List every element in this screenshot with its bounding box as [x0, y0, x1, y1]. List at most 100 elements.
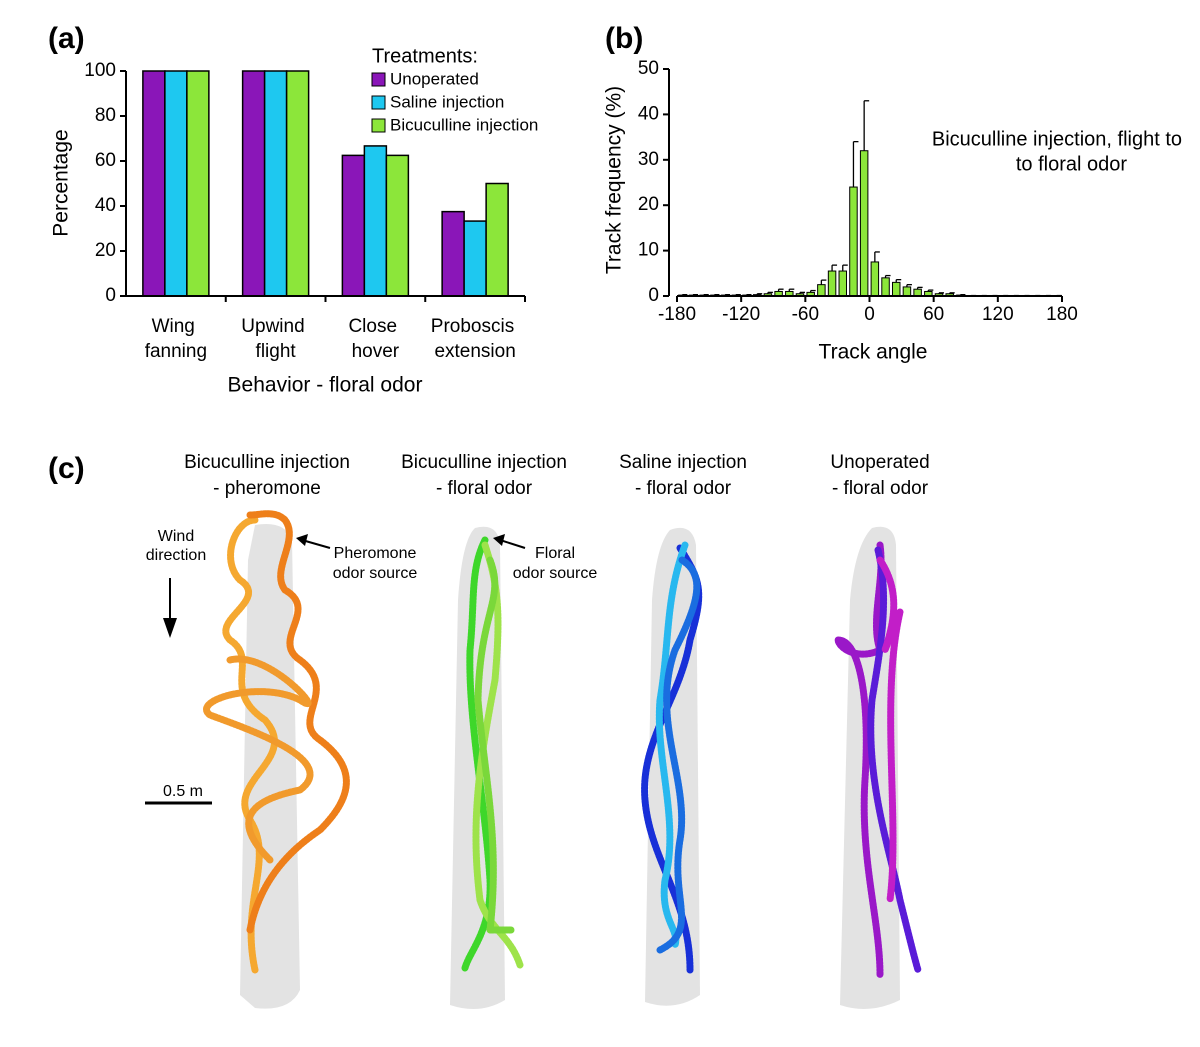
- bar: [870, 261, 880, 297]
- legend-swatch: [371, 95, 386, 110]
- y-tick-label: 20: [638, 194, 659, 215]
- legend-swatch: [371, 72, 386, 87]
- track: [834, 541, 885, 979]
- track: [203, 655, 314, 864]
- track-title: Bicuculline injection: [184, 452, 350, 473]
- x-tick-label: 0: [864, 304, 875, 325]
- y-tick-label: 30: [638, 149, 659, 170]
- bar: [485, 182, 509, 297]
- wind-arrowhead: [163, 618, 177, 638]
- track-title: Unoperated: [830, 452, 929, 473]
- annotation: Pheromone: [334, 545, 417, 562]
- x-tick-label: Upwind flight: [241, 316, 310, 362]
- x-tick-line: Upwind: [241, 316, 310, 337]
- x-tick-line: Close: [348, 316, 402, 337]
- y-tick-label: 20: [95, 240, 116, 261]
- annotation: Floral: [535, 545, 575, 562]
- x-tick-label: 120: [982, 304, 1014, 325]
- bar: [817, 284, 826, 297]
- x-tick-line: Wing: [152, 316, 201, 337]
- y-tick-label: 10: [638, 240, 659, 261]
- track-title: Saline injection: [619, 452, 747, 473]
- panel-label: (b): [605, 22, 643, 55]
- annotation: Wind: [158, 528, 194, 545]
- legend-label: Bicuculline injection: [390, 115, 538, 134]
- y-axis-label: Percentage: [50, 129, 73, 236]
- bar: [891, 281, 901, 297]
- x-tick-line: fanning: [145, 341, 207, 362]
- x-tick-line: hover: [352, 341, 400, 362]
- pointer-head: [493, 534, 505, 546]
- track: [876, 556, 904, 904]
- bar: [838, 270, 848, 297]
- track: [867, 546, 922, 974]
- x-tick-line: extension: [434, 341, 515, 362]
- track-title: - floral odor: [832, 478, 929, 499]
- x-axis-label: Track angle: [819, 341, 928, 364]
- y-tick-label: 40: [95, 195, 116, 216]
- y-tick-label: 100: [84, 60, 116, 81]
- bar: [285, 70, 310, 297]
- x-axis-label: Behavior - floral odor: [228, 374, 423, 397]
- track: [656, 556, 701, 954]
- bar: [385, 154, 410, 297]
- bar: [881, 277, 890, 297]
- legend-swatch: [371, 118, 386, 133]
- bar: [849, 186, 858, 297]
- bar: [164, 70, 188, 297]
- x-tick-label: Close hover: [348, 316, 402, 362]
- bar: [441, 210, 465, 297]
- panel-label: (c): [48, 452, 85, 485]
- bar: [902, 286, 912, 297]
- pointer-head: [296, 534, 308, 546]
- bar: [263, 70, 288, 297]
- y-tick-label: 0: [648, 285, 659, 306]
- track-title: - floral odor: [635, 478, 732, 499]
- track-title: - floral odor: [436, 478, 533, 499]
- bar: [913, 288, 922, 297]
- pointer: [301, 539, 331, 549]
- scale-label: 0.5 m: [163, 783, 203, 800]
- annotation: direction: [146, 547, 206, 564]
- y-tick-label: 40: [638, 103, 659, 124]
- bar: [827, 270, 837, 297]
- annotation: to floral odor: [1016, 153, 1128, 175]
- y-tick-label: 60: [95, 150, 116, 171]
- bar: [463, 220, 487, 297]
- legend-label: Saline injection: [390, 92, 504, 111]
- track-title: - pheromone: [213, 478, 321, 499]
- x-tick-label: Wing fanning: [145, 316, 207, 362]
- track-panels: [203, 510, 922, 1009]
- y-tick-label: 50: [638, 58, 659, 79]
- pointer: [499, 539, 526, 549]
- track-title: Bicuculline injection: [401, 452, 567, 473]
- track: [461, 536, 494, 972]
- x-tick-line: Proboscis: [431, 316, 520, 337]
- legend-label: Unoperated: [390, 69, 479, 88]
- annotation: odor source: [333, 565, 418, 582]
- x-tick-label: 60: [923, 304, 944, 325]
- panel-label: (a): [48, 22, 85, 55]
- y-axis-label: Track frequency (%): [603, 86, 626, 274]
- x-tick-label: -120: [722, 304, 760, 325]
- track: [246, 510, 350, 934]
- bar: [241, 70, 266, 297]
- track: [472, 541, 524, 969]
- bar: [859, 150, 869, 297]
- bar: [363, 145, 388, 297]
- x-tick-label: -60: [792, 304, 819, 325]
- track: [474, 556, 516, 934]
- x-tick-line: flight: [256, 341, 297, 362]
- annotation: odor source: [513, 565, 598, 582]
- bar: [186, 70, 210, 297]
- legend-title: Treatments:: [372, 45, 478, 67]
- y-tick-label: 80: [95, 105, 116, 126]
- x-tick-label: 180: [1046, 304, 1078, 325]
- track: [655, 541, 689, 949]
- x-tick-label: -180: [658, 304, 696, 325]
- bar: [341, 154, 366, 297]
- annotation: Bicuculline injection, flight to: [932, 128, 1182, 150]
- x-tick-label: Proboscis extension: [431, 316, 520, 362]
- y-tick-label: 0: [105, 285, 116, 306]
